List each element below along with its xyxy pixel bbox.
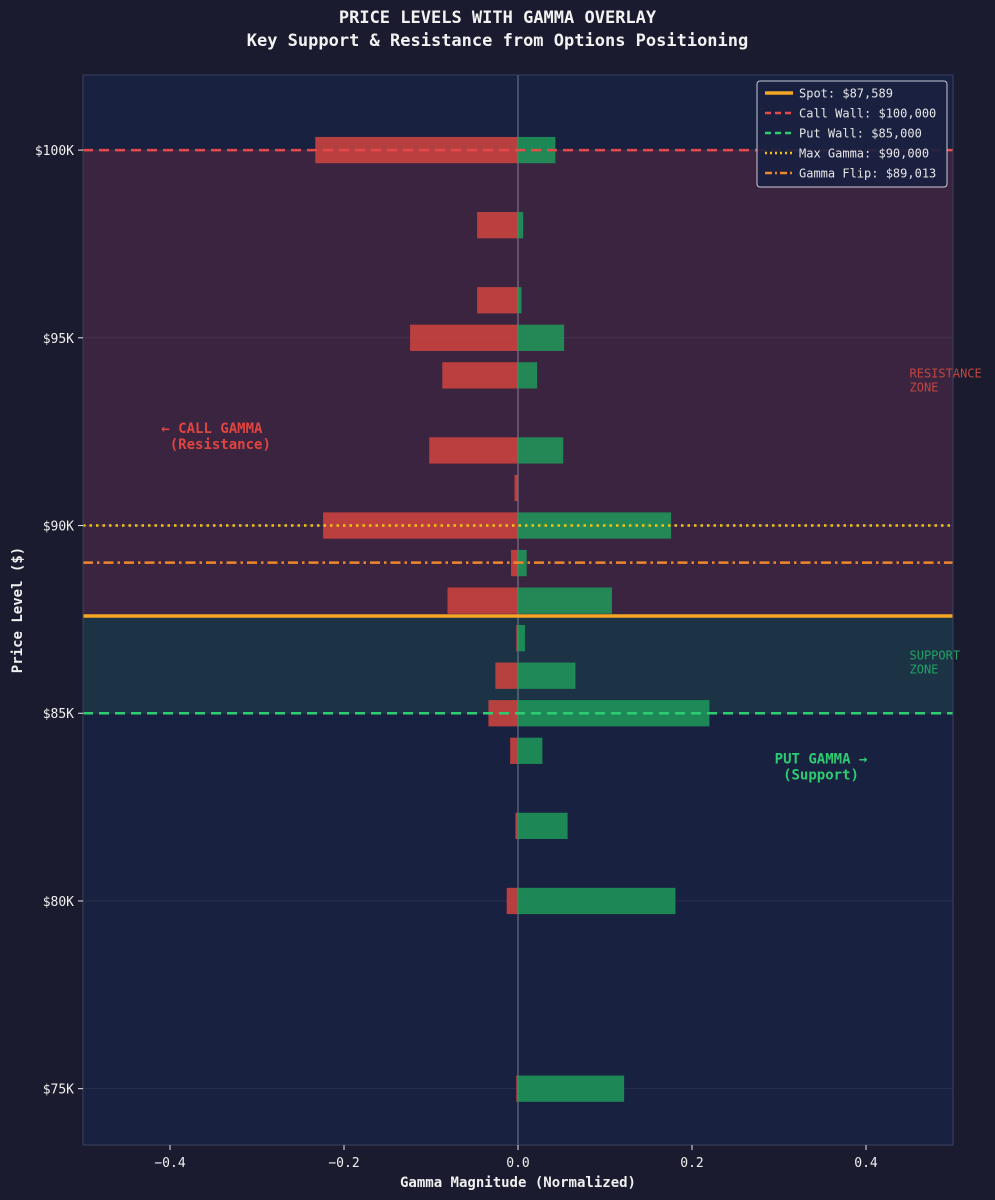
legend-label-put-wall: Put Wall: $85,000 <box>799 127 922 141</box>
support-zone-label: SUPPORT ZONE <box>910 648 961 676</box>
chart-title: PRICE LEVELS WITH GAMMA OVERLAY <box>338 8 657 28</box>
x-tick-label: 0.4 <box>854 1156 878 1171</box>
put-gamma-bar <box>518 437 564 464</box>
resistance-zone-label-line: ZONE <box>910 381 939 395</box>
call-gamma-bar <box>410 324 518 351</box>
call-gamma-bar <box>514 474 518 502</box>
put-gamma-bar <box>518 362 538 389</box>
y-tick-label: $85K <box>43 707 74 722</box>
call-gamma-note-line: ← CALL GAMMA <box>161 421 263 437</box>
put-gamma-bar <box>518 1075 625 1102</box>
y-tick-label: $75K <box>43 1083 74 1098</box>
y-tick-label: $80K <box>43 895 74 910</box>
put-gamma-bar <box>518 812 568 840</box>
put-gamma-bar <box>518 737 543 764</box>
put-gamma-bar <box>518 324 565 351</box>
legend-label-call-wall: Call Wall: $100,000 <box>799 107 936 121</box>
x-tick-label: −0.4 <box>154 1156 185 1171</box>
resistance-zone-label: RESISTANCE ZONE <box>910 367 982 395</box>
call-gamma-bar <box>447 587 518 614</box>
call-gamma-bar <box>477 287 518 314</box>
x-tick-label: 0.0 <box>506 1156 529 1171</box>
call-gamma-bar <box>516 1075 518 1102</box>
call-gamma-bar <box>516 625 518 652</box>
call-gamma-bar <box>323 512 518 539</box>
y-tick-label: $100K <box>35 144 74 159</box>
y-axis-label: Price Level ($) <box>10 547 26 673</box>
call-gamma-bar <box>477 212 518 239</box>
call-gamma-bar <box>495 662 518 689</box>
legend-box <box>756 80 948 188</box>
put-gamma-bar <box>518 512 672 539</box>
chart-subtitle: Key Support & Resistance from Options Po… <box>246 31 749 51</box>
put-gamma-bar <box>518 662 576 689</box>
legend-label-spot: Spot: $87,589 <box>799 87 893 101</box>
legend-label-gamma-flip: Gamma Flip: $89,013 <box>799 167 936 181</box>
legend-label-max-gamma: Max Gamma: $90,000 <box>799 147 929 161</box>
put-gamma-bar <box>518 887 676 915</box>
call-gamma-bar <box>515 812 518 840</box>
support-zone-label-line: SUPPORT <box>910 648 961 662</box>
put-gamma-bar <box>518 625 525 652</box>
put-gamma-bar <box>518 287 522 314</box>
resistance-zone-label-line: RESISTANCE <box>910 367 982 381</box>
call-gamma-bar <box>510 737 518 764</box>
x-tick-label: −0.2 <box>328 1156 359 1171</box>
call-gamma-bar <box>429 437 518 464</box>
y-tick-label: $95K <box>43 332 74 347</box>
put-gamma-bar <box>518 587 612 614</box>
call-gamma-note-line: (Resistance) <box>161 437 271 453</box>
put-gamma-note-line: (Support) <box>775 767 859 783</box>
call-gamma-bar <box>442 362 518 389</box>
put-gamma-note: PUT GAMMA → (Support) <box>775 751 868 783</box>
x-tick-label: 0.2 <box>680 1156 703 1171</box>
y-tick-label: $90K <box>43 520 74 535</box>
support-zone-label-line: ZONE <box>910 662 939 676</box>
call-gamma-bar <box>506 887 518 915</box>
put-gamma-note-line: PUT GAMMA → <box>775 751 868 767</box>
x-axis-label: Gamma Magnitude (Normalized) <box>400 1175 636 1191</box>
put-gamma-bar <box>518 212 524 239</box>
call-gamma-note: ← CALL GAMMA (Resistance) <box>161 421 271 453</box>
